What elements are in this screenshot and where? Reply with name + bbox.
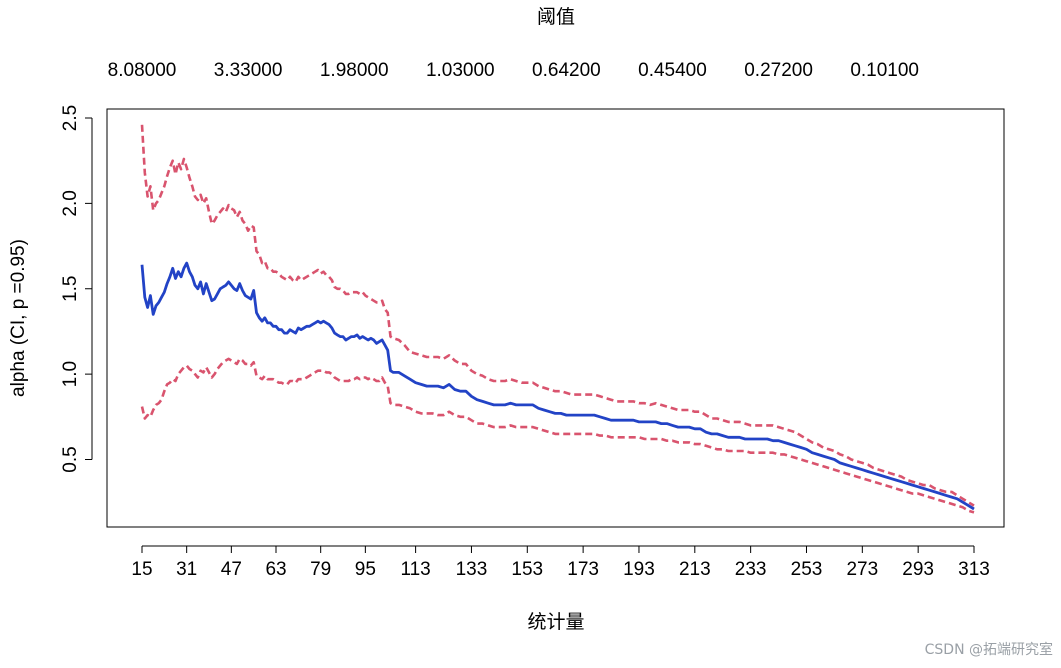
x-tick-label: 15: [131, 559, 152, 580]
chart-title: 阈值: [537, 6, 575, 28]
x-tick-label: 47: [221, 559, 242, 580]
x-tick-label: 79: [310, 559, 331, 580]
x-tick-label: 233: [735, 559, 767, 580]
y-tick-label: 2.5: [60, 105, 81, 131]
x-tick-label: 63: [265, 559, 286, 580]
x-tick-label: 193: [623, 559, 655, 580]
top-axis-tick-label: 1.98000: [320, 60, 389, 81]
series-line-estimate: [140, 261, 975, 511]
x-tick-label: 113: [400, 559, 430, 580]
x-tick-label: 31: [176, 559, 197, 580]
x-tick-label: 95: [355, 559, 376, 580]
y-tick-label: 0.5: [60, 446, 81, 472]
x-axis-label: 统计量: [527, 611, 584, 633]
axes-layer: 15 31 47 63 79 95 113 133 153 173 193 213 233 253 273 2…: [60, 60, 1005, 580]
y-axis-label: alpha (CI, p =0.95): [8, 239, 29, 397]
watermark-text: CSDN @拓端研究室: [924, 642, 1053, 658]
top-axis-tick-label: 0.64200: [532, 60, 601, 81]
top-axis-tick-label: 8.08000: [108, 60, 177, 81]
top-axis-tick-label: 0.45400: [638, 60, 707, 81]
x-tick-label: 173: [567, 559, 599, 580]
x-tick-label: 293: [902, 559, 934, 580]
series-layer: [140, 124, 975, 514]
x-tick-label: 133: [456, 559, 488, 580]
top-axis-tick-label: 0.27200: [744, 60, 813, 81]
x-tick-label: 153: [511, 559, 543, 580]
x-tick-label: 253: [791, 559, 823, 580]
series-line-upper-ci: [140, 124, 975, 507]
x-tick-label: 313: [958, 559, 990, 580]
series-line-lower-ci: [140, 357, 975, 514]
plot-frame: [106, 108, 1005, 528]
top-axis-tick-label: 3.33000: [214, 60, 283, 81]
x-tick-label: 213: [679, 559, 711, 580]
y-tick-label: 2.0: [60, 190, 81, 216]
top-axis-tick-label: 1.03000: [426, 60, 495, 81]
y-tick-label: 1.5: [60, 276, 81, 302]
top-axis-tick-label: 0.10100: [850, 60, 919, 81]
y-tick-label: 1.0: [60, 361, 81, 387]
x-tick-label: 273: [846, 559, 878, 580]
